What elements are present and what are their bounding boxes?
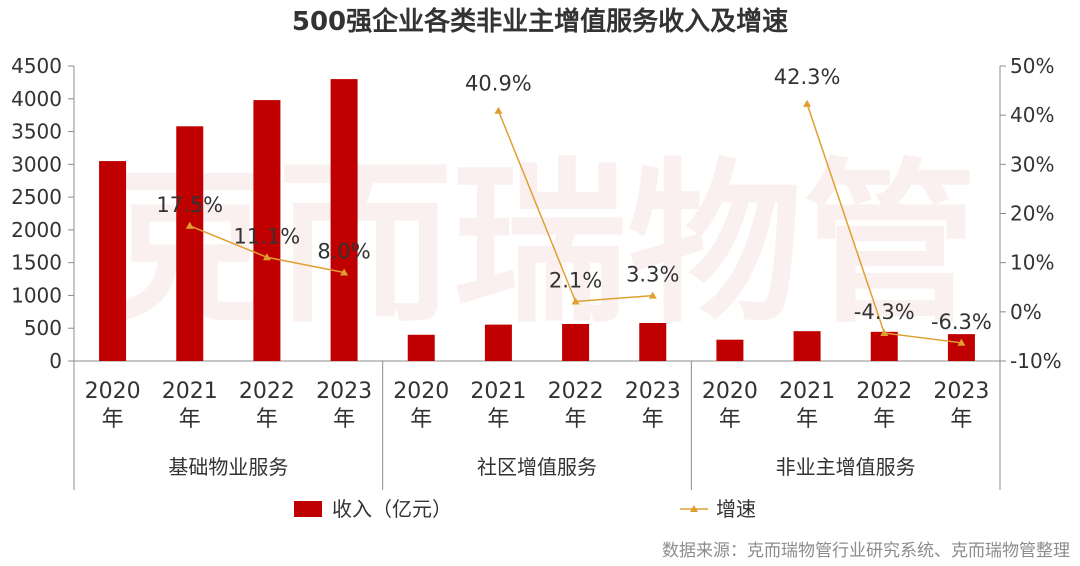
growth-point: [262, 253, 271, 261]
year-suffix-label: 年: [487, 407, 509, 432]
growth-data-label: 40.9%: [465, 72, 532, 96]
y-left-tick-label: 1000: [11, 283, 62, 307]
y-right-tick-label: 40%: [1010, 103, 1054, 127]
legend-bar-swatch: [294, 501, 322, 517]
chart-title: 500强企业各类非业主增值服务收入及增速: [292, 6, 788, 37]
year-suffix-label: 年: [796, 407, 818, 432]
bar: [99, 161, 127, 361]
growth-data-label: 42.3%: [774, 65, 841, 89]
y-right-tick-label: 20%: [1010, 202, 1054, 226]
y-left-tick-label: 4500: [11, 54, 62, 78]
y-left-tick-label: 3000: [11, 152, 62, 176]
year-label: 2021: [162, 379, 218, 404]
growth-data-label: 11.1%: [234, 224, 301, 248]
y-right-tick-label: 0%: [1010, 300, 1042, 324]
year-label: 2020: [393, 379, 449, 404]
bar: [253, 100, 281, 361]
year-suffix-label: 年: [333, 407, 355, 432]
bar: [793, 331, 821, 361]
y-right-tick-label: 50%: [1010, 54, 1054, 78]
bar: [484, 324, 512, 361]
bar: [562, 323, 590, 361]
year-suffix-label: 年: [410, 407, 432, 432]
bar: [639, 322, 667, 361]
year-suffix-label: 年: [642, 407, 664, 432]
bar: [716, 339, 744, 361]
y-left-tick-label: 4000: [11, 87, 62, 111]
year-label: 2022: [856, 379, 912, 404]
bar: [407, 334, 435, 361]
growth-point: [880, 328, 889, 336]
source-note: 数据来源：克而瑞物管行业研究系统、克而瑞物管整理: [662, 541, 1070, 561]
year-label: 2020: [85, 379, 141, 404]
y-left-tick-label: 0: [49, 349, 62, 373]
growth-data-label: 8.0%: [317, 240, 370, 264]
year-suffix-label: 年: [179, 407, 201, 432]
growth-data-label: 3.3%: [626, 263, 679, 287]
bar: [870, 331, 898, 361]
bar: [330, 79, 358, 361]
growth-point: [803, 99, 812, 107]
year-suffix-label: 年: [950, 407, 972, 432]
growth-point: [957, 338, 966, 346]
growth-point: [648, 291, 657, 299]
year-suffix-label: 年: [102, 407, 124, 432]
growth-point: [185, 221, 194, 229]
year-suffix-label: 年: [256, 407, 278, 432]
growth-point: [571, 297, 580, 305]
y-right-tick-label: 10%: [1010, 251, 1054, 275]
growth-point: [494, 106, 503, 114]
legend-line-marker: [690, 505, 698, 512]
growth-data-label: 2.1%: [549, 269, 602, 293]
legend-bar-label: 收入（亿元）: [332, 497, 452, 521]
growth-data-label: -4.3%: [854, 300, 915, 324]
year-suffix-label: 年: [719, 407, 741, 432]
year-label: 2022: [548, 379, 604, 404]
year-label: 2022: [239, 379, 295, 404]
y-left-tick-label: 2500: [11, 185, 62, 209]
year-label: 2023: [933, 379, 989, 404]
year-label: 2020: [702, 379, 758, 404]
year-suffix-label: 年: [873, 407, 895, 432]
growth-data-label: -6.3%: [931, 310, 992, 334]
bar: [176, 126, 204, 361]
group-label: 非业主增值服务: [776, 455, 916, 479]
y-left-tick-label: 500: [24, 316, 62, 340]
year-label: 2023: [625, 379, 681, 404]
group-label: 基础物业服务: [168, 455, 288, 479]
bar: [947, 334, 975, 361]
year-label: 2023: [316, 379, 372, 404]
year-suffix-label: 年: [565, 407, 587, 432]
y-left-tick-label: 1500: [11, 251, 62, 275]
group-label: 社区增值服务: [477, 455, 597, 479]
y-right-tick-label: 30%: [1010, 152, 1054, 176]
growth-point: [340, 268, 349, 276]
y-left-tick-label: 3500: [11, 120, 62, 144]
year-label: 2021: [470, 379, 526, 404]
legend-line-label: 增速: [716, 497, 756, 521]
growth-data-label: 17.5%: [156, 193, 223, 217]
year-label: 2021: [779, 379, 835, 404]
y-right-tick-label: -10%: [1010, 349, 1062, 373]
y-left-tick-label: 2000: [11, 218, 62, 242]
